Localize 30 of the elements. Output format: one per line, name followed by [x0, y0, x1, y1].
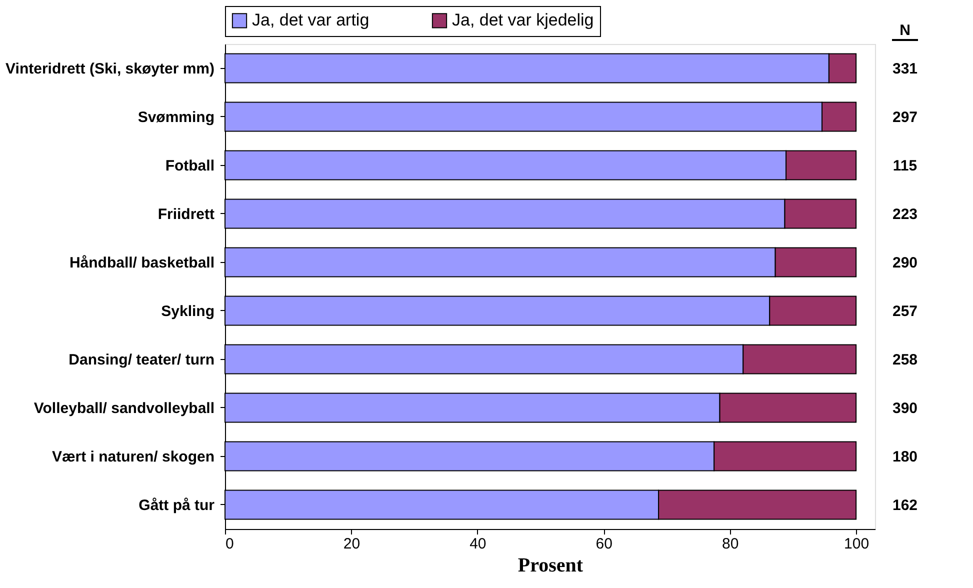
- text: 331: [892, 60, 918, 78]
- text: 258: [892, 351, 918, 368]
- y-tick-label: Vært i naturen/ skogen: [52, 448, 214, 466]
- text: 290: [892, 254, 918, 272]
- y-tick-label: Dansing/ teater/ turn: [68, 351, 214, 368]
- text: 390: [892, 400, 918, 417]
- x-tick-label: 100: [844, 536, 870, 552]
- y-tick-label: Volleyball/ sandvolleyball: [34, 400, 214, 417]
- y-tick-label: Fotball: [165, 157, 214, 174]
- text: 180: [892, 448, 918, 466]
- x-tick-label: 0: [226, 536, 234, 552]
- text: 115: [892, 157, 918, 174]
- text: N: [900, 22, 910, 39]
- y-tick-label: Gått på tur: [138, 496, 215, 514]
- x-axis-title: Prosent: [518, 554, 584, 576]
- x-tick-label: 60: [596, 536, 612, 552]
- text: 257: [892, 302, 918, 320]
- y-tick-label: Sykling: [161, 302, 214, 320]
- x-tick-label: 40: [470, 536, 486, 552]
- text: 162: [892, 496, 918, 514]
- text: 223: [892, 206, 918, 223]
- y-tick-label: Svømming: [138, 108, 214, 126]
- legend-label: Ja, det var artig: [252, 10, 370, 30]
- text: 297: [892, 108, 918, 126]
- y-tick-label: Friidrett: [158, 206, 214, 223]
- legend-label: Ja, det var kjedelig: [452, 10, 594, 30]
- y-tick-label: Håndball/ basketball: [69, 254, 214, 272]
- x-tick-label: 80: [722, 536, 739, 552]
- x-tick-label: 20: [343, 536, 360, 552]
- y-tick-label: Vinteridrett (Ski, skøyter mm): [6, 60, 215, 78]
